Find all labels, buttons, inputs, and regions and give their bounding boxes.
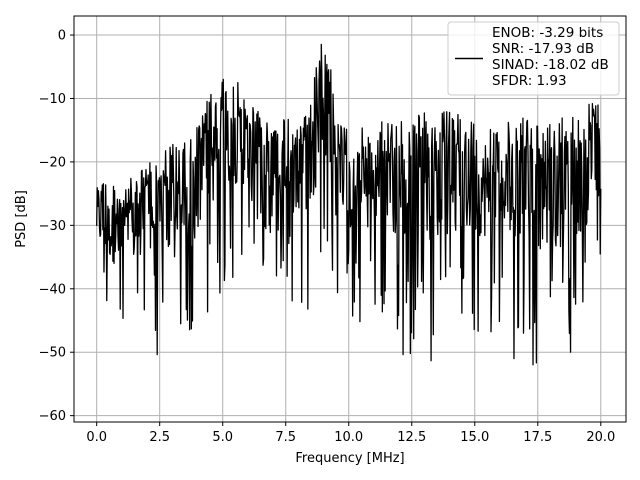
- legend-box: [447, 21, 620, 96]
- y-tick-label: −10: [39, 92, 66, 107]
- psd-trace: [96, 43, 602, 366]
- y-tick-label: −20: [39, 155, 66, 170]
- legend-entry-label: ENOB: -3.29 bits SNR: -17.93 dB SINAD: -18…: [492, 25, 609, 89]
- x-tick-label: 7.5: [275, 430, 296, 445]
- x-tick-label: 17.5: [523, 430, 552, 445]
- y-tick-label: −60: [39, 409, 66, 424]
- plot-frame: [73, 15, 627, 423]
- x-tick-label: 0.0: [86, 430, 107, 445]
- x-tick-label: 5.0: [212, 430, 233, 445]
- x-tick-label: 15.0: [460, 430, 489, 445]
- axis-ticks: 0.0 2.5 5.0 7.5 10.0 12.5 15.0 17.5 20.0 0 −10 −20 −…: [39, 29, 616, 445]
- x-axis-title: Frequency [MHz]: [295, 451, 404, 466]
- x-tick-label: 10.0: [334, 430, 363, 445]
- legend: ENOB: -3.29 bits SNR: -17.93 dB SINAD: -18…: [447, 21, 620, 96]
- x-tick-label: 20.0: [586, 430, 615, 445]
- y-tick-label: −50: [39, 346, 66, 361]
- y-tick-label: 0: [58, 29, 66, 44]
- y-tick-label: −30: [39, 219, 66, 234]
- x-tick-label: 12.5: [397, 430, 426, 445]
- y-axis-title: PSD [dB]: [14, 190, 29, 248]
- y-tick-label: −40: [39, 282, 66, 297]
- x-tick-label: 2.5: [149, 430, 170, 445]
- series-line: [96, 43, 602, 366]
